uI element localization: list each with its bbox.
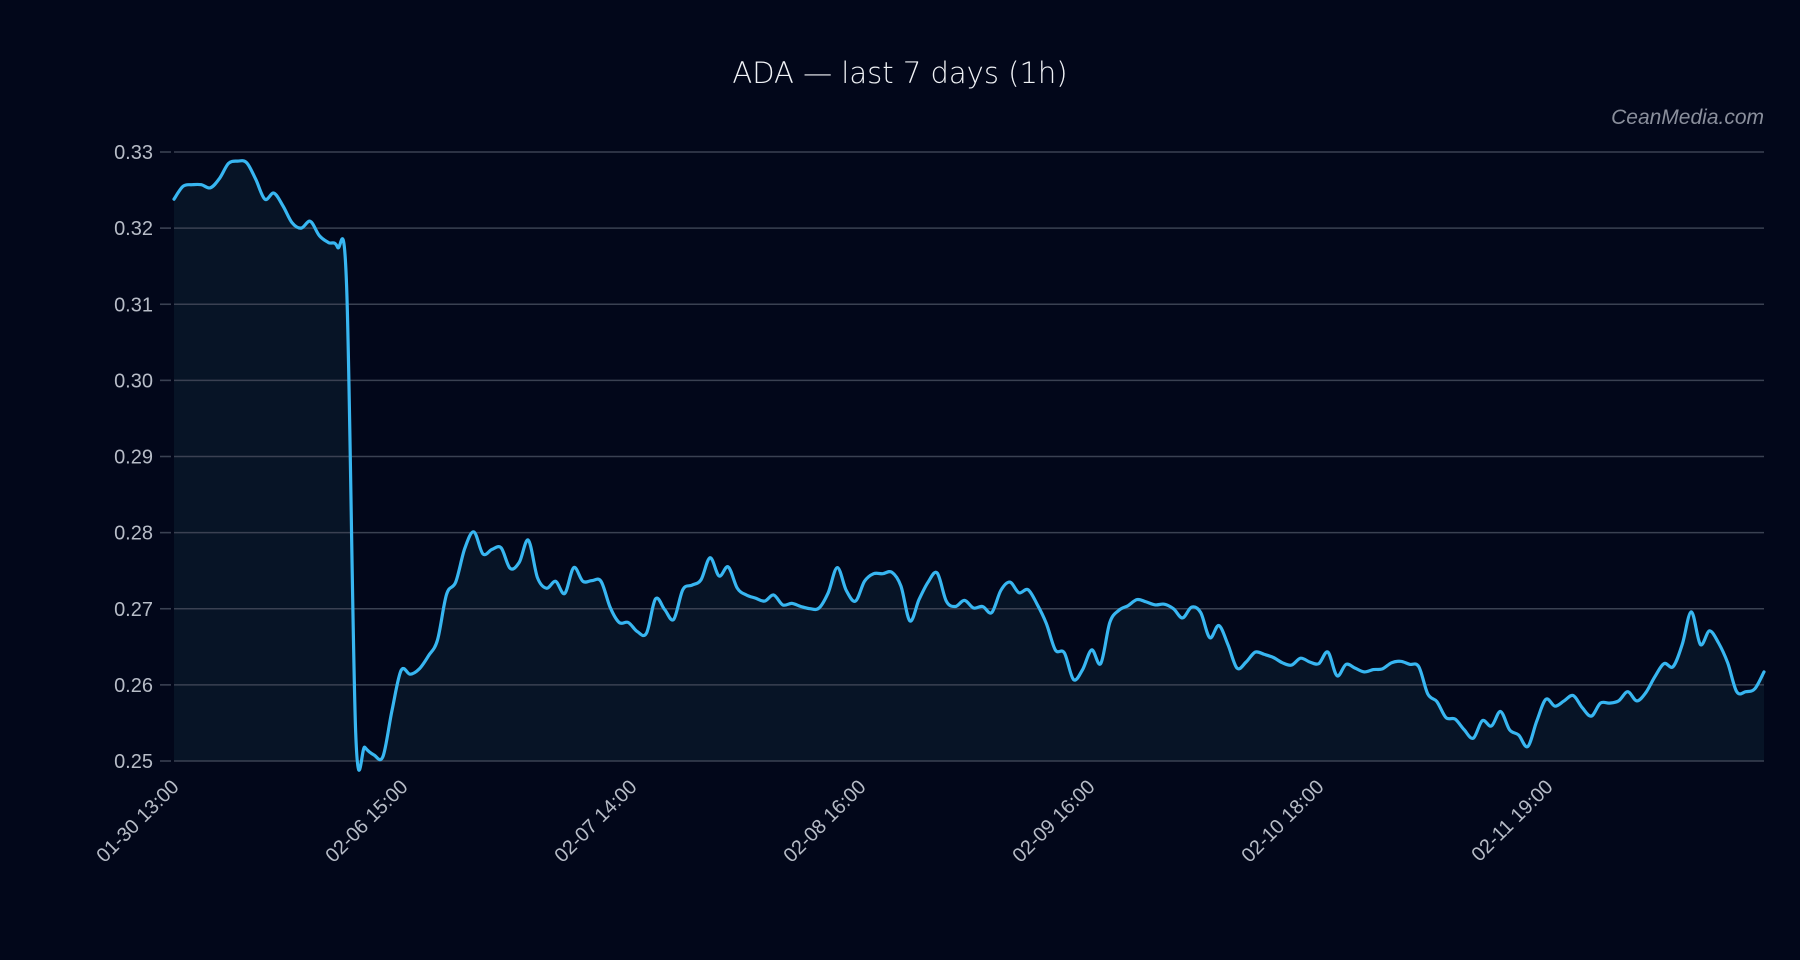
chart-title: ADA — last 7 days (1h): [732, 56, 1068, 90]
area-fill: [174, 160, 1764, 771]
x-tick-label: 02-06 15:00: [321, 776, 412, 867]
y-tick-label: 0.29: [114, 447, 153, 469]
x-tick-label: 02-10 18:00: [1237, 776, 1328, 867]
y-tick-label: 0.26: [114, 675, 153, 697]
y-gridlines-over: [174, 151, 1764, 762]
y-tick-label: 0.28: [114, 523, 153, 545]
x-tick-label: 02-08 16:00: [779, 776, 870, 867]
watermark: CeanMedia.com: [1611, 106, 1764, 129]
price-line: [172, 159, 1766, 772]
x-tick-label: 02-09 16:00: [1008, 776, 1099, 867]
y-tick-label: 0.31: [114, 294, 153, 316]
y-tick-label: 0.32: [114, 218, 153, 240]
x-tick-label: 02-11 19:00: [1468, 776, 1558, 866]
x-tick-label: 02-07 14:00: [550, 776, 641, 867]
y-tick-label: 0.33: [114, 142, 153, 164]
x-axis-ticks: 01-30 13:00 02-06 15:00 02-07 14:00 02-08 1…: [92, 776, 1557, 867]
y-axis-ticks: 0.33 0.32 0.31 0.30 0.29 0.28 0.27 0.26 0.25: [114, 142, 171, 773]
y-tick-label: 0.30: [114, 370, 153, 392]
y-tick-label: 0.27: [114, 599, 153, 621]
y-tick-label: 0.25: [114, 751, 153, 773]
x-tick-label: 01-30 13:00: [92, 776, 183, 867]
